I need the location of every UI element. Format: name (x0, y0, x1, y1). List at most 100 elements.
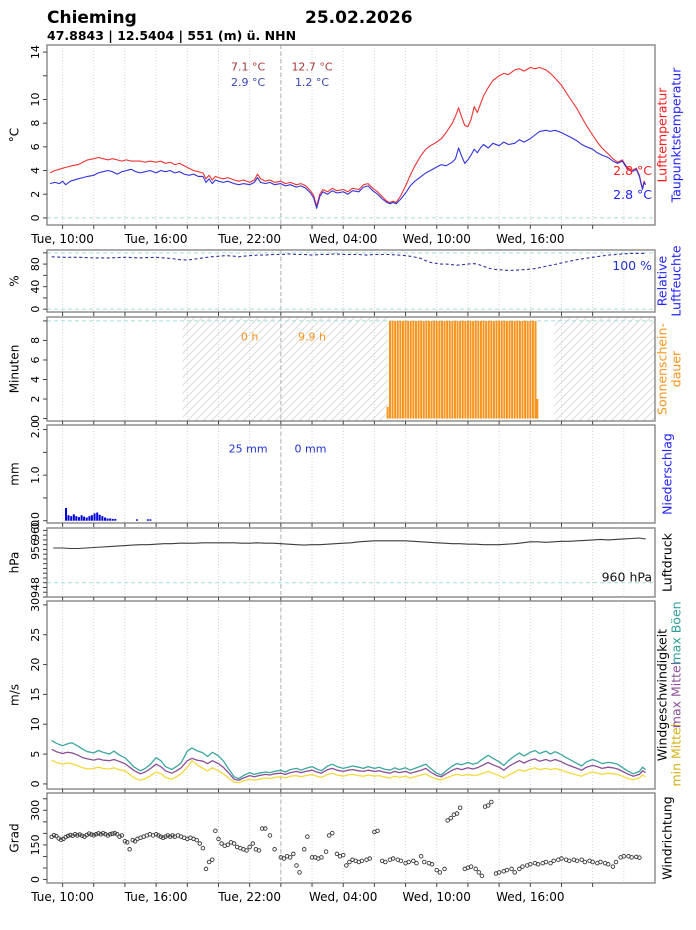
x-axis-label: Tue, 16:00 (124, 232, 188, 246)
wind-direction-point (509, 866, 514, 872)
wind-direction-point (398, 858, 404, 864)
wind-direction-point (197, 841, 203, 846)
y-tick-label: 0 (29, 780, 42, 787)
x-axis-label: Tue, 10:00 (31, 890, 94, 904)
wind-direction-point (479, 873, 485, 879)
wind_direction-frame (46, 792, 656, 884)
wind-direction-point (323, 849, 329, 854)
wind-direction-point (359, 858, 365, 864)
sunshine-bar (498, 320, 501, 419)
y-tick-label: 10 (29, 92, 42, 106)
annotation: 0 mm (294, 443, 326, 456)
wind-direction-point (347, 859, 352, 865)
sunshine-bar (500, 320, 503, 419)
y-tick-label: 10 (29, 717, 42, 731)
panel-side-label: Taupunktstemperatur (669, 67, 684, 204)
y-tick-label: 20 (29, 658, 42, 672)
wind-direction-point (54, 833, 59, 839)
precip-bar (111, 518, 114, 521)
panel-side-label: max Mittel (669, 662, 684, 728)
wind-direction-point (590, 859, 595, 865)
panel-side-label: Relative (655, 255, 670, 306)
y-tick-label: 2 (29, 396, 42, 403)
sunshine-bar (508, 320, 511, 419)
annotation: 25 mm (229, 443, 268, 456)
wind-direction-point (219, 841, 224, 846)
precip-bar (146, 519, 149, 521)
y-tick-label: 948 (29, 577, 42, 598)
wind-direction-point (344, 863, 349, 868)
x-axis-label: Tue, 22:00 (218, 232, 282, 246)
wind-direction-point (231, 841, 237, 846)
panel-wind_speed: 0 5 10 15 20 25 30 m/s Windgeschwindigkeit min Mi… (8, 598, 684, 793)
wind-direction-point (613, 859, 619, 865)
panel-wind_direction: 0 150 300 Grad Windrichtung (8, 792, 675, 887)
wind-direction-point (263, 826, 268, 831)
sunshine-bar (420, 320, 423, 419)
wind-direction-point (216, 836, 221, 842)
sunshine-bar (451, 320, 454, 419)
sunshine-bar (529, 320, 532, 419)
wind-direction-point (334, 851, 340, 857)
wind-direction-point (548, 860, 553, 866)
precip-bar (106, 518, 109, 521)
wind-direction-point (167, 834, 173, 839)
wind-direction-point (77, 832, 82, 837)
sunshine-bar (456, 320, 459, 419)
precip-bar (80, 515, 83, 521)
y-tick-label: 300 (29, 800, 42, 821)
wind-direction-point (476, 870, 482, 875)
wind-direction-point (543, 859, 549, 865)
sunshine-bar (399, 320, 402, 419)
y-axis-title: °C (8, 128, 22, 142)
sunshine-bar (459, 320, 462, 419)
precip-bar (109, 518, 112, 521)
y-tick-label: 1.0 (29, 466, 42, 484)
sunshine-bar (430, 320, 433, 419)
precip-bar (72, 514, 75, 521)
wind-direction-point (528, 862, 533, 867)
wind-direction-point (110, 831, 115, 836)
x-axis-label: Wed, 16:00 (496, 890, 565, 904)
y-tick-label: 150 (29, 834, 42, 855)
precip-bar (98, 514, 101, 521)
wind-direction-point (520, 864, 525, 869)
wind-direction-point (203, 866, 209, 872)
pressure-plot-area (47, 528, 655, 597)
sunshine-bar (396, 320, 399, 419)
wind-direction-point (574, 858, 580, 864)
sunshine-bar (531, 320, 534, 419)
panel-side-label: max Böen (669, 601, 684, 664)
panel-sunshine: 0 2 4 6 8 Minuten 0 h 9.9 h Sonnenschein-dauer (8, 316, 684, 425)
wind-direction-point (96, 831, 101, 836)
sunshine-bar (521, 320, 524, 419)
wind-direction-point (559, 856, 564, 861)
sunshine-bar (394, 320, 397, 419)
precip-bar (67, 515, 70, 521)
wind-direction-point (130, 837, 135, 843)
sunshine-bar (414, 320, 417, 419)
wind-direction-point (367, 856, 372, 861)
precip-bar (101, 516, 104, 521)
y-tick-label: 0.0 (29, 512, 42, 530)
x-axis-label: Wed, 16:00 (496, 232, 565, 246)
wind-direction-point (605, 862, 611, 867)
wind-direction-point (418, 853, 424, 859)
precip-bar (149, 519, 152, 521)
precip-bar (70, 516, 73, 521)
wind-direction-point (132, 838, 138, 844)
sunshine-bar (461, 320, 464, 419)
night-shading (554, 317, 655, 421)
y-tick-label: 14 (29, 45, 42, 59)
panel-side-label: Luftfeuchte (669, 245, 684, 316)
precipitation-plot-area (62, 425, 625, 523)
series-line (53, 537, 646, 550)
wind-direction-point (340, 852, 346, 858)
wind-direction-point (68, 832, 73, 838)
temperature-frame (46, 44, 656, 226)
night-shading (182, 317, 389, 421)
y-tick-label: 0 (29, 306, 42, 313)
wind-direction-point (272, 847, 277, 852)
wind-direction-point (629, 855, 634, 860)
wind-direction-point (63, 834, 68, 840)
